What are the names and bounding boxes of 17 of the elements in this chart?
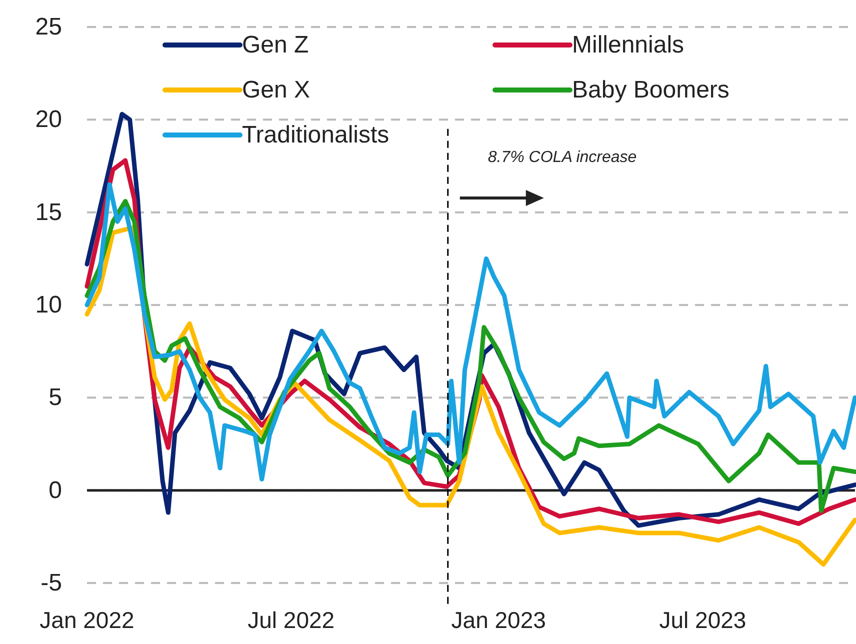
legend-label: Traditionalists bbox=[242, 122, 390, 148]
legend-label: Millennials bbox=[572, 32, 684, 58]
x-tick-label: Jan 2022 bbox=[40, 607, 134, 633]
y-tick-label: 10 bbox=[35, 292, 62, 318]
x-tick-label: Jan 2023 bbox=[451, 607, 546, 633]
y-tick-label: 5 bbox=[48, 384, 62, 412]
y-tick-label: 15 bbox=[35, 198, 62, 226]
y-tick-label: 20 bbox=[35, 106, 62, 134]
ref-line-label: 8.7% COLA increase bbox=[488, 149, 637, 166]
legend-label: Gen X bbox=[242, 76, 310, 104]
x-tick-label: Jul 2023 bbox=[659, 607, 746, 633]
legend-label: Gen Z bbox=[242, 32, 309, 58]
y-tick-label: -5 bbox=[40, 570, 62, 596]
y-tick-label: 0 bbox=[48, 476, 62, 504]
x-tick-label: Jul 2022 bbox=[248, 607, 335, 633]
y-tick-label: 25 bbox=[35, 14, 62, 40]
legend-label: Baby Boomers bbox=[572, 76, 730, 104]
